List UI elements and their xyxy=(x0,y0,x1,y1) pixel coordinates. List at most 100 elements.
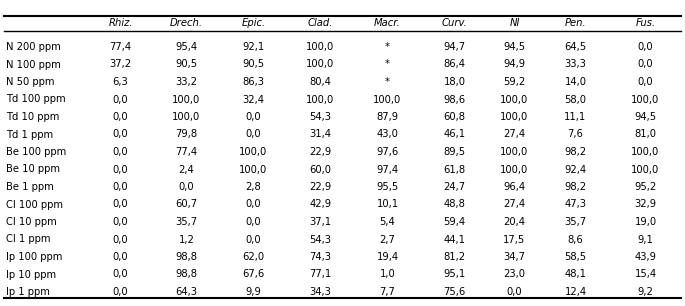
Text: 100,0: 100,0 xyxy=(500,165,529,174)
Text: 59,2: 59,2 xyxy=(503,77,525,87)
Text: 19,4: 19,4 xyxy=(377,252,399,262)
Text: 34,7: 34,7 xyxy=(503,252,525,262)
Text: 0,0: 0,0 xyxy=(113,217,128,227)
Text: 22,9: 22,9 xyxy=(310,147,332,157)
Text: 0,0: 0,0 xyxy=(113,182,128,192)
Text: 95,5: 95,5 xyxy=(376,182,399,192)
Text: 7,7: 7,7 xyxy=(379,287,395,297)
Text: 98,2: 98,2 xyxy=(564,147,586,157)
Text: 58,0: 58,0 xyxy=(564,95,586,105)
Text: 100,0: 100,0 xyxy=(173,95,201,105)
Text: Ip 10 ppm: Ip 10 ppm xyxy=(6,270,56,279)
Text: Td 10 ppm: Td 10 ppm xyxy=(6,112,60,122)
Text: Epic.: Epic. xyxy=(241,18,266,28)
Text: 2,7: 2,7 xyxy=(379,234,395,244)
Text: 75,6: 75,6 xyxy=(443,287,466,297)
Text: 98,2: 98,2 xyxy=(564,182,586,192)
Text: Cl 100 ppm: Cl 100 ppm xyxy=(6,200,63,210)
Text: *: * xyxy=(385,77,390,87)
Text: 0,0: 0,0 xyxy=(113,200,128,210)
Text: 100,0: 100,0 xyxy=(239,147,268,157)
Text: 100,0: 100,0 xyxy=(500,95,529,105)
Text: 96,4: 96,4 xyxy=(503,182,525,192)
Text: 74,3: 74,3 xyxy=(310,252,332,262)
Text: 6,3: 6,3 xyxy=(112,77,128,87)
Text: 95,2: 95,2 xyxy=(634,182,657,192)
Text: 0,0: 0,0 xyxy=(113,234,128,244)
Text: 0,0: 0,0 xyxy=(246,200,261,210)
Text: 9,9: 9,9 xyxy=(245,287,262,297)
Text: 77,4: 77,4 xyxy=(175,147,197,157)
Text: Pen.: Pen. xyxy=(564,18,586,28)
Text: 54,3: 54,3 xyxy=(310,112,332,122)
Text: 31,4: 31,4 xyxy=(310,129,332,140)
Text: 97,4: 97,4 xyxy=(377,165,399,174)
Text: 48,8: 48,8 xyxy=(444,200,465,210)
Text: 46,1: 46,1 xyxy=(443,129,466,140)
Text: 100,0: 100,0 xyxy=(632,147,660,157)
Text: 10,1: 10,1 xyxy=(377,200,399,210)
Text: 64,3: 64,3 xyxy=(175,287,197,297)
Text: 0,0: 0,0 xyxy=(246,234,261,244)
Text: 12,4: 12,4 xyxy=(564,287,586,297)
Text: 100,0: 100,0 xyxy=(500,112,529,122)
Text: 37,2: 37,2 xyxy=(110,59,132,69)
Text: 61,8: 61,8 xyxy=(443,165,466,174)
Text: 100,0: 100,0 xyxy=(173,112,201,122)
Text: Macr.: Macr. xyxy=(374,18,401,28)
Text: N 50 ppm: N 50 ppm xyxy=(6,77,55,87)
Text: 0,0: 0,0 xyxy=(113,165,128,174)
Text: 8,6: 8,6 xyxy=(568,234,584,244)
Text: 47,3: 47,3 xyxy=(564,200,586,210)
Text: 34,3: 34,3 xyxy=(310,287,332,297)
Text: Be 1 ppm: Be 1 ppm xyxy=(6,182,53,192)
Text: 95,4: 95,4 xyxy=(175,42,197,52)
Text: Fus.: Fus. xyxy=(636,18,656,28)
Text: NI: NI xyxy=(509,18,520,28)
Text: 54,3: 54,3 xyxy=(310,234,332,244)
Text: 90,5: 90,5 xyxy=(242,59,264,69)
Text: 44,1: 44,1 xyxy=(443,234,466,244)
Text: Drech.: Drech. xyxy=(170,18,203,28)
Text: 62,0: 62,0 xyxy=(242,252,264,262)
Text: Be 10 ppm: Be 10 ppm xyxy=(6,165,60,174)
Text: 7,6: 7,6 xyxy=(568,129,584,140)
Text: 98,6: 98,6 xyxy=(443,95,466,105)
Text: 95,1: 95,1 xyxy=(443,270,466,279)
Text: Curv.: Curv. xyxy=(442,18,467,28)
Text: 67,6: 67,6 xyxy=(242,270,264,279)
Text: 48,1: 48,1 xyxy=(564,270,586,279)
Text: 0,0: 0,0 xyxy=(246,112,261,122)
Text: 97,6: 97,6 xyxy=(376,147,399,157)
Text: Be 100 ppm: Be 100 ppm xyxy=(6,147,66,157)
Text: 24,7: 24,7 xyxy=(443,182,466,192)
Text: 0,0: 0,0 xyxy=(113,112,128,122)
Text: 100,0: 100,0 xyxy=(239,165,268,174)
Text: 0,0: 0,0 xyxy=(113,270,128,279)
Text: 2,8: 2,8 xyxy=(246,182,262,192)
Text: 100,0: 100,0 xyxy=(306,59,335,69)
Text: 77,1: 77,1 xyxy=(310,270,332,279)
Text: 9,1: 9,1 xyxy=(638,234,653,244)
Text: N 100 ppm: N 100 ppm xyxy=(6,59,61,69)
Text: 64,5: 64,5 xyxy=(564,42,586,52)
Text: Td 1 ppm: Td 1 ppm xyxy=(6,129,53,140)
Text: 100,0: 100,0 xyxy=(306,42,335,52)
Text: 0,0: 0,0 xyxy=(113,129,128,140)
Text: 92,1: 92,1 xyxy=(242,42,264,52)
Text: 33,3: 33,3 xyxy=(564,59,586,69)
Text: 86,3: 86,3 xyxy=(242,77,264,87)
Text: 60,8: 60,8 xyxy=(443,112,466,122)
Text: 27,4: 27,4 xyxy=(503,129,525,140)
Text: 100,0: 100,0 xyxy=(500,147,529,157)
Text: 0,0: 0,0 xyxy=(113,95,128,105)
Text: 92,4: 92,4 xyxy=(564,165,586,174)
Text: 11,1: 11,1 xyxy=(564,112,586,122)
Text: 15,4: 15,4 xyxy=(634,270,656,279)
Text: 19,0: 19,0 xyxy=(634,217,656,227)
Text: 1,2: 1,2 xyxy=(179,234,195,244)
Text: 17,5: 17,5 xyxy=(503,234,525,244)
Text: 81,0: 81,0 xyxy=(634,129,656,140)
Text: N 200 ppm: N 200 ppm xyxy=(6,42,61,52)
Text: 43,9: 43,9 xyxy=(634,252,656,262)
